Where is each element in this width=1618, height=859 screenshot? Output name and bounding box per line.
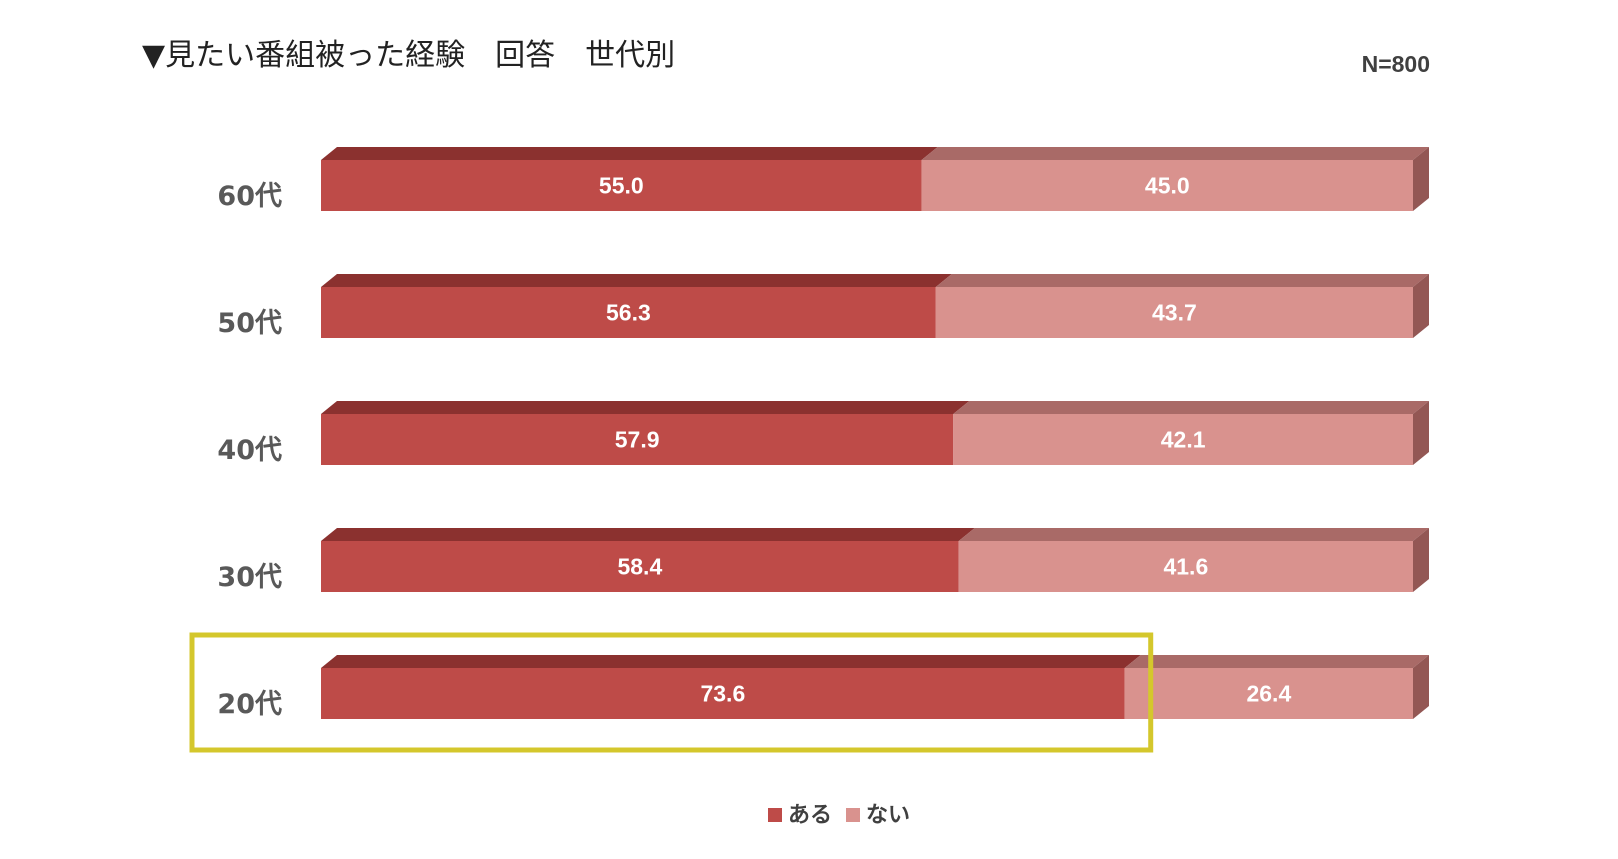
bar-aru: [321, 668, 1125, 719]
bar-nai: [953, 414, 1413, 465]
data-label-nai: 41.6: [1163, 554, 1208, 580]
bar-top-nai: [953, 401, 1429, 414]
data-label-nai: 26.4: [1246, 681, 1291, 707]
bar-top-aru: [321, 655, 1141, 668]
legend-label: ない: [866, 803, 910, 828]
data-label-nai: 45.0: [1145, 173, 1190, 199]
bar-top-aru: [321, 147, 938, 160]
bar-side: [1413, 655, 1429, 719]
bar-group: 56.3 43.7 50代: [217, 274, 1429, 339]
data-label-aru: 55.0: [599, 173, 644, 199]
bar-top-aru: [321, 274, 952, 287]
bar-aru: [321, 414, 954, 465]
data-label-nai: 42.1: [1161, 427, 1206, 453]
bar-nai: [1124, 668, 1413, 719]
bar-top-nai: [921, 147, 1429, 160]
bar-group: 58.4 41.6 30代: [217, 528, 1429, 593]
bar-aru: [321, 287, 936, 338]
legend: ある ない: [768, 803, 910, 828]
category-label: 60代: [217, 181, 282, 212]
data-label-aru: 56.3: [606, 300, 651, 326]
bar-top-nai: [935, 274, 1429, 287]
sample-size-label: N=800: [1362, 51, 1430, 77]
bar-nai: [958, 541, 1413, 592]
legend-item: ない: [846, 803, 910, 828]
data-label-aru: 73.6: [700, 681, 745, 707]
data-label-nai: 43.7: [1152, 300, 1197, 326]
bar-group: 73.6 26.4 20代: [217, 655, 1429, 720]
bar-top-aru: [321, 401, 970, 414]
bar-aru: [321, 160, 922, 211]
bar-group: 57.9 42.1 40代: [217, 401, 1429, 466]
bar-side: [1413, 274, 1429, 338]
legend-item: ある: [768, 803, 832, 828]
bar-side: [1413, 401, 1429, 465]
legend-swatch: [846, 808, 860, 822]
bar-aru: [321, 541, 959, 592]
bar-nai: [935, 287, 1413, 338]
bars-layer: 55.0 45.0 60代 56.3 43.7 50代 57.9 42.1 40代 58.4 41.…: [189, 147, 1429, 753]
chart-title: ▼見たい番組被った経験 回答 世代別: [142, 38, 675, 73]
category-label: 30代: [217, 562, 282, 593]
data-label-aru: 58.4: [617, 554, 662, 580]
bar-top-nai: [1124, 655, 1429, 668]
bar-top-nai: [958, 528, 1429, 541]
highlight-box: [189, 632, 1154, 753]
bar-nai: [921, 160, 1413, 211]
legend-swatch: [768, 808, 782, 822]
category-label: 50代: [217, 308, 282, 339]
bar-top-aru: [321, 528, 975, 541]
bar-side: [1413, 528, 1429, 592]
legend-label: ある: [788, 803, 832, 828]
bar-group: 55.0 45.0 60代: [217, 147, 1429, 212]
category-label: 20代: [217, 689, 282, 720]
category-label: 40代: [217, 435, 282, 466]
bar-side: [1413, 147, 1429, 211]
data-label-aru: 57.9: [615, 427, 660, 453]
